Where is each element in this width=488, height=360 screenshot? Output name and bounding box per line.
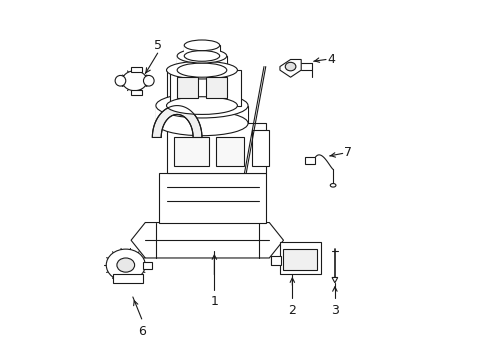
Bar bbox=[156, 105, 247, 123]
Bar bbox=[143, 261, 152, 269]
Bar bbox=[270, 256, 280, 265]
Ellipse shape bbox=[156, 111, 247, 136]
Ellipse shape bbox=[329, 184, 335, 187]
Bar bbox=[177, 77, 198, 99]
Ellipse shape bbox=[106, 249, 145, 281]
Ellipse shape bbox=[166, 61, 237, 79]
Text: 3: 3 bbox=[330, 304, 338, 317]
Bar bbox=[131, 90, 142, 95]
Text: 7: 7 bbox=[343, 146, 351, 159]
Bar bbox=[251, 130, 269, 166]
Ellipse shape bbox=[117, 258, 134, 272]
Ellipse shape bbox=[184, 51, 219, 61]
Polygon shape bbox=[331, 278, 337, 283]
Bar bbox=[131, 67, 142, 72]
Bar bbox=[173, 138, 209, 166]
Ellipse shape bbox=[156, 93, 247, 118]
Text: 2: 2 bbox=[288, 304, 296, 317]
Bar bbox=[159, 173, 265, 222]
Ellipse shape bbox=[122, 71, 147, 91]
Ellipse shape bbox=[143, 76, 154, 86]
Ellipse shape bbox=[166, 97, 237, 114]
Bar bbox=[170, 70, 241, 105]
Ellipse shape bbox=[184, 40, 219, 51]
Polygon shape bbox=[131, 222, 283, 258]
Bar bbox=[166, 123, 265, 173]
Bar bbox=[283, 249, 317, 270]
Bar bbox=[279, 242, 320, 274]
Text: 4: 4 bbox=[327, 53, 335, 66]
Text: 1: 1 bbox=[210, 295, 218, 308]
Bar bbox=[304, 157, 315, 164]
Ellipse shape bbox=[115, 76, 125, 86]
Bar bbox=[184, 45, 219, 56]
Bar bbox=[216, 138, 244, 166]
Bar bbox=[205, 77, 226, 99]
Polygon shape bbox=[152, 105, 202, 138]
Text: 6: 6 bbox=[138, 325, 145, 338]
Bar bbox=[177, 56, 226, 70]
Ellipse shape bbox=[177, 49, 226, 63]
Bar bbox=[113, 274, 143, 283]
Ellipse shape bbox=[177, 63, 226, 77]
Ellipse shape bbox=[285, 62, 295, 71]
Polygon shape bbox=[279, 59, 301, 77]
Text: 5: 5 bbox=[153, 39, 162, 52]
